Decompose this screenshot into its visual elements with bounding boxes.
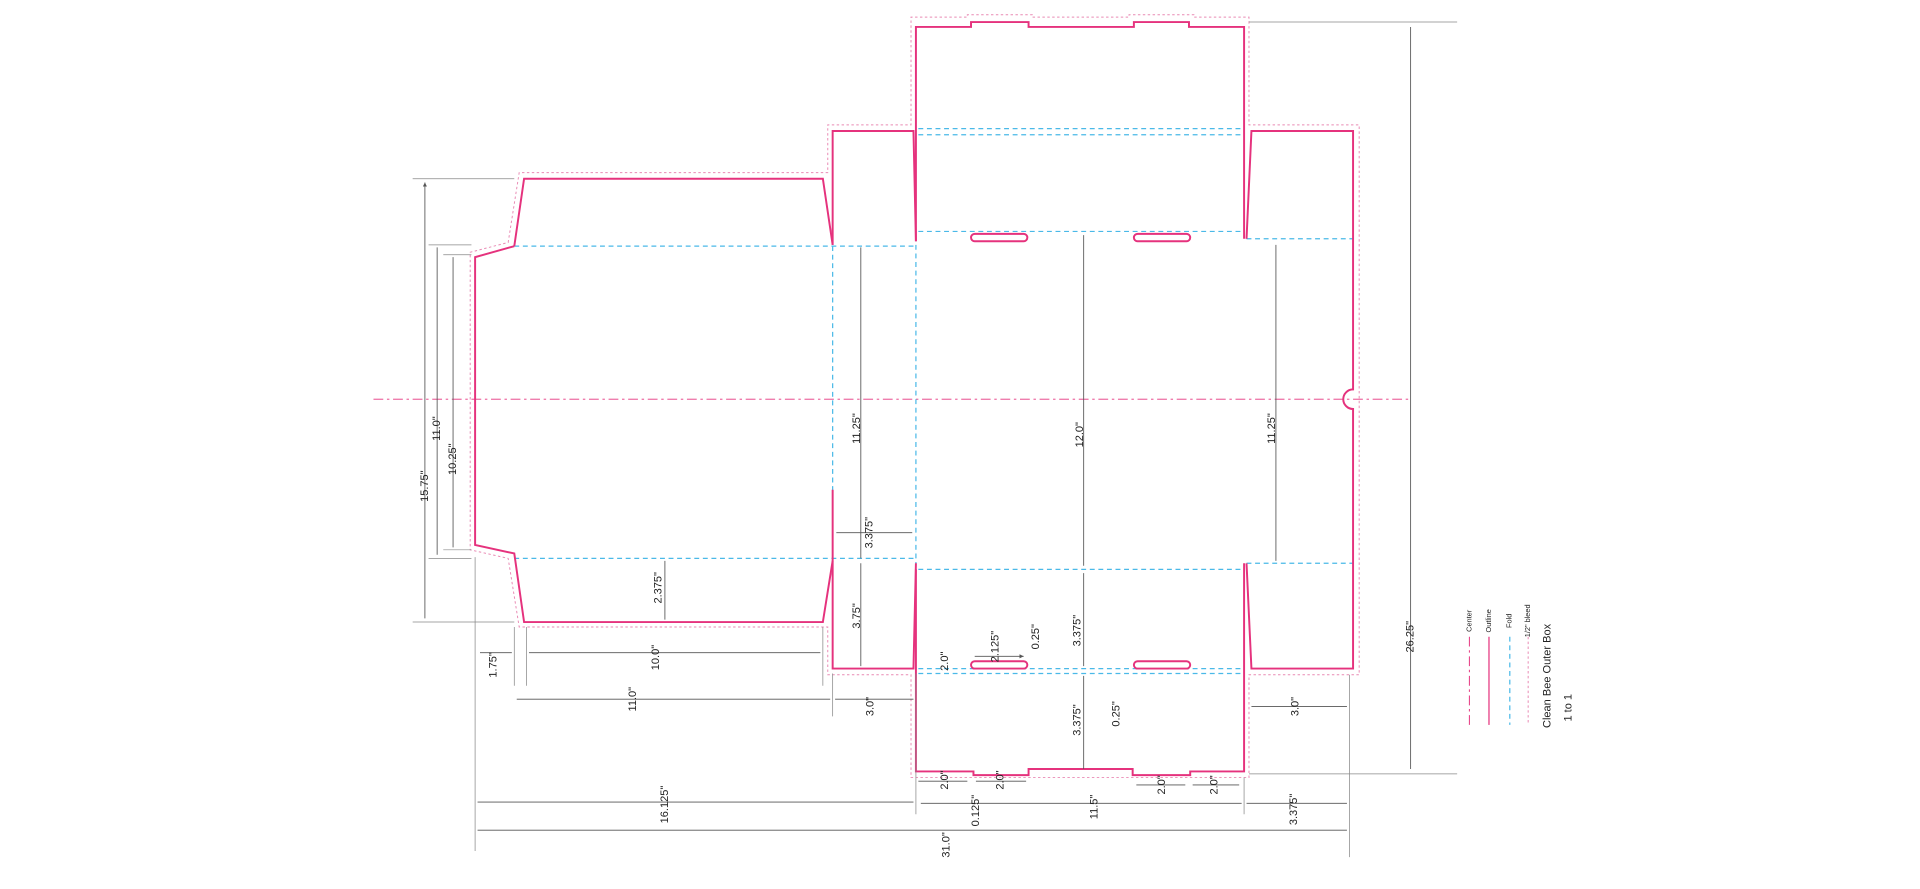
- dimension-label: 15.75": [419, 470, 431, 502]
- dimension-label: 11.25": [1266, 413, 1278, 444]
- dimension-label: 2.125": [989, 631, 1001, 663]
- dimension-label: 0.25": [1111, 701, 1123, 726]
- dimension-label: 31.0": [940, 832, 952, 857]
- dimension-label: 2.0": [1156, 775, 1168, 794]
- dimension-label: 3.375": [1071, 615, 1083, 647]
- dimension-label: 10.0": [650, 645, 662, 670]
- dimension-label: 26.25": [1405, 621, 1417, 653]
- legend-title: Clean Bee Outer Box: [1542, 623, 1554, 728]
- dimension-label: 3.375": [1288, 794, 1300, 826]
- legend-scale: 1 to 1: [1562, 694, 1574, 722]
- legend-item: 1/2" bleed: [1523, 604, 1532, 637]
- dimension-label: 10.25": [447, 443, 459, 475]
- legend-item: Outline: [1484, 609, 1493, 632]
- dimension-label: 2.375": [653, 572, 665, 604]
- dimension-label: 3.0": [865, 697, 877, 716]
- dimension-label: 2.0": [939, 770, 951, 789]
- dimension-label: 3.375": [1071, 704, 1083, 736]
- dimension-label: 2.0": [1209, 775, 1221, 794]
- dimension-label: 11.5": [1089, 795, 1101, 820]
- dimension-label: 3.0": [1289, 697, 1301, 716]
- dimension-label: 11.0": [627, 687, 639, 712]
- dimension-label: 0.25": [1030, 624, 1042, 649]
- dimension-label: 0.125": [970, 795, 982, 827]
- legend: Center Outline Fold 1/2" bleed Clean Bee…: [1464, 604, 1574, 728]
- dimension-label: 2.0": [939, 652, 951, 671]
- dimension-label: 11.0": [431, 416, 443, 441]
- bleed-lines: [469, 14, 1360, 779]
- dimension-lines: [412, 21, 1458, 858]
- dimension-label: 16.125": [659, 786, 671, 824]
- dimension-label: 3.75": [851, 603, 863, 628]
- dimension-label: 2.0": [994, 770, 1006, 789]
- dimension-label: 1.75": [487, 652, 499, 677]
- dimension-label: 11.25": [851, 413, 863, 444]
- dimension-label: 12.0": [1074, 422, 1086, 447]
- dimension-label: 3.375": [863, 517, 875, 549]
- fold-lines: [514, 30, 1354, 772]
- legend-item: Fold: [1505, 614, 1514, 628]
- dimension-labels: 15.75" 11.0" 10.25" 2.375" 1.75" 10.0" 1…: [419, 413, 1417, 857]
- legend-item: Center: [1464, 609, 1473, 632]
